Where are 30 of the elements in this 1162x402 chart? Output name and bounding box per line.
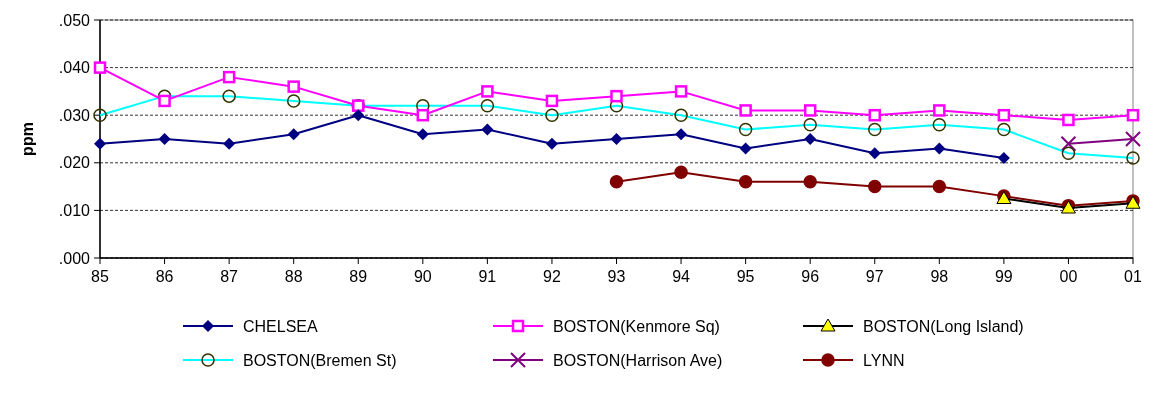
legend-label: BOSTON(Kenmore Sq) — [553, 317, 720, 335]
x-tick-label: 85 — [91, 268, 109, 285]
x-tick-label: 01 — [1124, 268, 1142, 285]
legend-label: BOSTON(Long Island) — [863, 317, 1024, 335]
x-tick-label: 95 — [736, 268, 755, 285]
legend-label: BOSTON(Bremen St) — [243, 351, 397, 369]
x-tick-label: 98 — [930, 268, 949, 285]
x-tick-label: 89 — [349, 268, 368, 285]
x-tick-label: 87 — [220, 268, 239, 285]
x-tick-label: 86 — [155, 268, 174, 285]
y-tick-label: .010 — [58, 202, 91, 219]
y-tick-label: .050 — [58, 11, 91, 29]
x-tick-label: 90 — [413, 268, 432, 285]
x-tick-label: 94 — [672, 268, 691, 285]
x-tick-label: 97 — [865, 268, 884, 285]
legend-label: LYNN — [863, 351, 905, 369]
y-tick-label: .000 — [58, 249, 91, 267]
x-tick-label: 88 — [284, 268, 303, 285]
x-tick-label: 00 — [1059, 268, 1078, 285]
legend-label: BOSTON(Harrison Ave) — [553, 351, 723, 369]
legend-label: CHELSEA — [243, 317, 319, 335]
x-tick-label: 92 — [543, 268, 561, 285]
x-tick-label: 93 — [607, 268, 626, 285]
x-tick-label: 99 — [994, 268, 1013, 285]
y-tick-label: .020 — [58, 154, 91, 172]
y-tick-label: .030 — [58, 106, 91, 124]
y-axis-title: ppm — [19, 122, 36, 156]
x-tick-label: 96 — [801, 268, 820, 285]
y-tick-label: .040 — [58, 59, 91, 77]
x-tick-label: 91 — [478, 268, 497, 285]
